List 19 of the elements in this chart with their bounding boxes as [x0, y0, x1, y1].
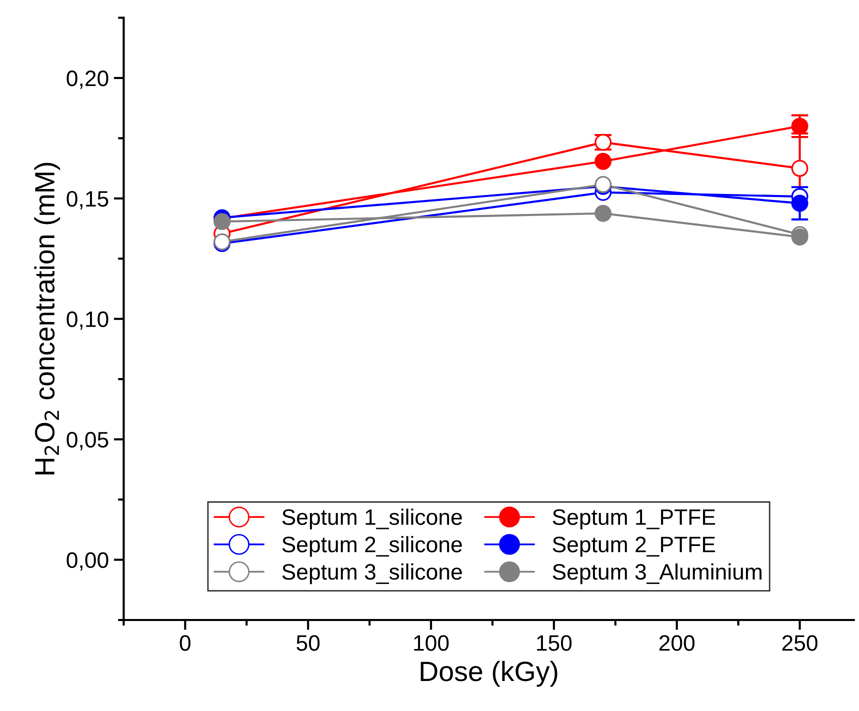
x-tick-label: 100: [414, 635, 449, 651]
y-tick-label: 0,10: [66, 311, 108, 330]
x-tick-label: 150: [537, 635, 572, 651]
legend-label: Septum 2_silicone: [282, 536, 462, 557]
y-tick-label: 0,20: [66, 70, 108, 89]
y-tick-label: 0,00: [66, 552, 108, 571]
x-tick-label: 200: [659, 635, 695, 651]
legend-label: Septum 3_Aluminium: [552, 563, 762, 584]
y-axis-title: H$_{2}$O$_{2}$ concentration (mM): [34, 162, 60, 474]
legend-label: Septum 2_PTFE: [552, 536, 716, 557]
x-tick-label: 50: [296, 635, 320, 651]
x-tick-label: 250: [782, 635, 818, 651]
legend-label: Septum 1_PTFE: [552, 509, 716, 530]
y-tick-label: 0,05: [66, 432, 108, 450]
y-tick-label: 0,15: [66, 190, 108, 210]
legend-label: Septum 3_silicone: [282, 563, 462, 584]
x-axis-title: Dose (kGy): [420, 660, 558, 687]
x-tick-label: 0: [180, 635, 190, 651]
legend-label: Septum 1_silicone: [282, 508, 462, 530]
